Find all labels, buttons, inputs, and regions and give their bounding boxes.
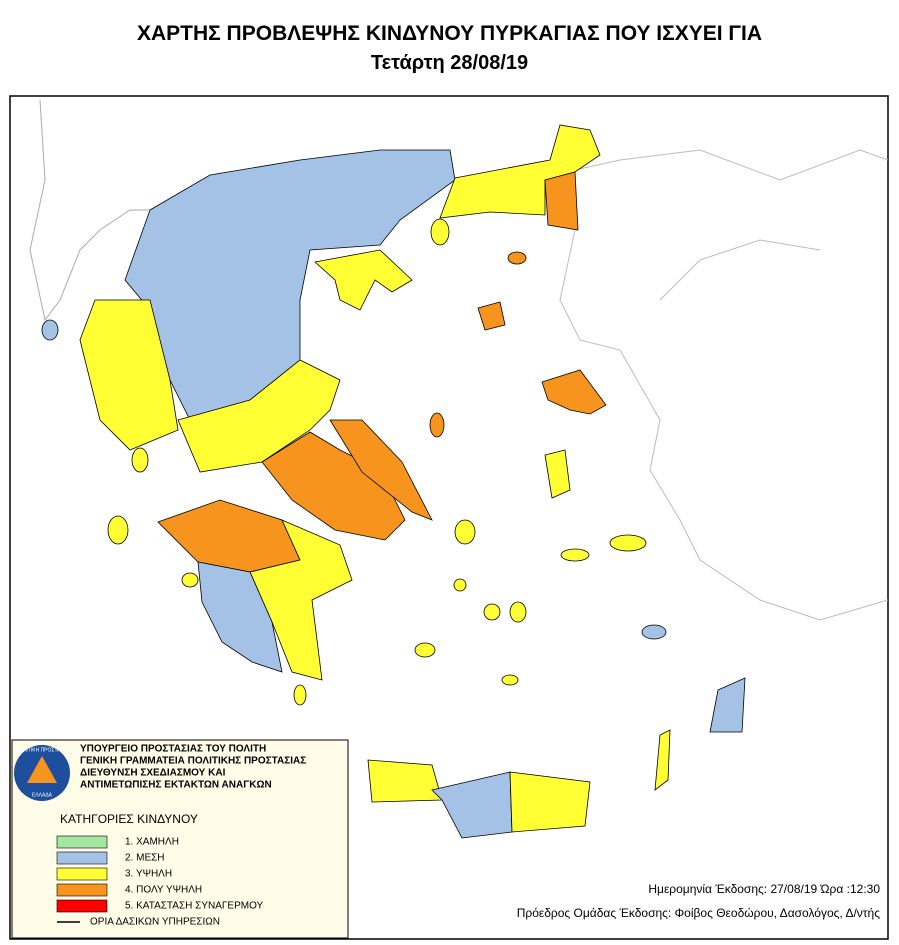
- turkey-outline: [559, 149, 889, 621]
- agency-line: ΔΙΕΥΘΥΝΣΗ ΣΧΕΔΙΑΣΜΟΥ ΚΑΙ: [80, 768, 226, 779]
- region: [430, 218, 450, 246]
- region: [654, 729, 671, 791]
- region: [483, 603, 501, 621]
- legend-categories: 1. ΧΑΜΗΛΗ 2. ΜΕΣΗ 3. ΥΨΗΛΗ 4. ΠΟΛΥ ΥΨΗΛΗ 5. …: [56, 835, 264, 913]
- region: [329, 419, 433, 521]
- legend-swatch: [56, 899, 108, 913]
- legend-swatch: [56, 851, 108, 865]
- region: [560, 548, 590, 562]
- region: [544, 171, 579, 231]
- region: [293, 684, 307, 706]
- region: [41, 319, 59, 341]
- region: [641, 624, 667, 640]
- regions: [41, 124, 746, 839]
- map-frame: [9, 95, 889, 940]
- region: [477, 301, 506, 331]
- region: [367, 759, 443, 803]
- region: [709, 677, 746, 733]
- boundary-label: ΟΡΙΑ ΔΑΣΙΚΩΝ ΥΠΗΡΕΣΙΩΝ: [90, 917, 220, 928]
- author: Πρόεδρος Ομάδας Έκδοσης: Φοίβος Θεοδώρου…: [517, 906, 880, 920]
- map-subtitle: Τετάρτη 28/08/19: [370, 52, 529, 74]
- border-outline: [29, 99, 150, 322]
- region: [79, 299, 179, 451]
- region: [107, 515, 129, 545]
- map-title: ΧΑΡΤΗΣ ΠΡΟΒΛΕΨΗΣ ΚΙΝΔΥΝΟΥ ΠΥΡΚΑΓΙΑΣ ΠΟΥ …: [136, 22, 763, 45]
- logo-triangle: [27, 756, 57, 783]
- agency-line: ΥΠΟΥΡΓΕΙΟ ΠΡΟΣΤΑΣΙΑΣ ΤΟΥ ΠΟΛΙΤΗ: [80, 744, 266, 755]
- legend-swatch: [56, 867, 108, 881]
- region: [131, 447, 149, 473]
- region: [177, 359, 341, 473]
- region: [314, 249, 413, 311]
- region: [261, 431, 406, 541]
- region: [509, 771, 591, 833]
- region: [541, 369, 607, 415]
- region: [544, 449, 571, 499]
- region: [431, 771, 513, 839]
- legend-label: 3. ΥΨΗΛΗ: [125, 869, 172, 880]
- region: [609, 534, 647, 552]
- legend-swatch: [56, 835, 108, 849]
- region: [429, 412, 445, 438]
- region: [197, 561, 283, 673]
- legend-label: 5. ΚΑΤΑΣΤΑΣΗ ΣΥΝΑΓΕΡΜΟΥ: [125, 901, 264, 912]
- agency-line: ΑΝΤΙΜΕΤΩΠΙΣΗΣ ΕΚΤΑΚΤΩΝ ΑΝΑΓΚΩΝ: [80, 780, 272, 791]
- region: [249, 519, 353, 681]
- legend-swatch: [56, 883, 108, 897]
- region: [509, 601, 527, 623]
- region: [454, 519, 476, 545]
- region: [501, 674, 519, 686]
- region: [414, 642, 436, 658]
- region: [157, 499, 301, 573]
- legend-label: 1. ΧΑΜΗΛΗ: [125, 837, 179, 848]
- legend-label: 2. ΜΕΣΗ: [125, 853, 165, 864]
- legend-label: 4. ΠΟΛΥ ΥΨΗΛΗ: [125, 885, 202, 896]
- legend-heading: ΚΑΤΗΓΟΡΙΕΣ ΚΙΝΔΥΝΟΥ: [60, 812, 198, 826]
- logo-text: ΕΛΛΑΔΑ: [32, 792, 53, 798]
- issued: Ημερομηνία Έκδοσης: 27/08/19 Ώρα :12:30: [648, 882, 880, 896]
- region: [507, 251, 527, 265]
- agency-line: ΓΕΝΙΚΗ ΓΡΑΜΜΑΤΕΙΑ ΠΟΛΙΤΙΚΗΣ ΠΡΟΣΤΑΣΙΑΣ: [80, 756, 306, 767]
- logo-text: ΠΟΛΙΤΙΚΗ ΠΡΟΣΤΑΣΙΑ: [16, 747, 69, 753]
- region: [181, 572, 199, 588]
- region: [453, 578, 467, 592]
